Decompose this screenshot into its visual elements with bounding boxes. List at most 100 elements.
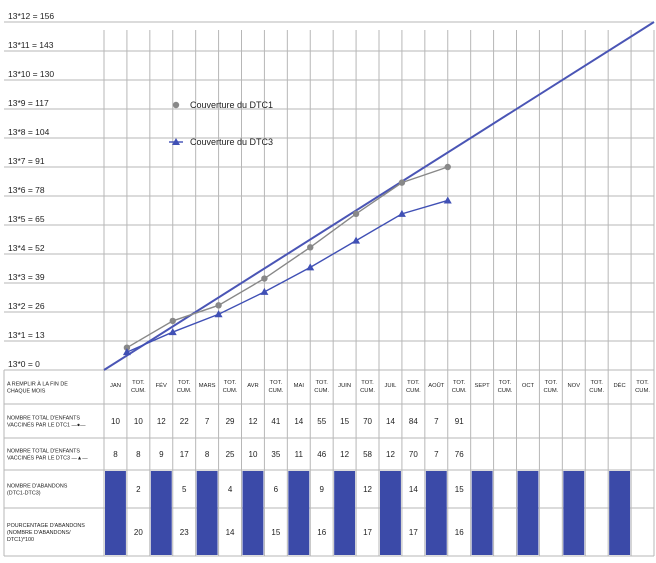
table-cell-dtc1: 14 [386,417,395,426]
month-column-fill [563,471,585,555]
table-cell-abandons: 5 [182,485,187,494]
table-cell-dtc3: 58 [363,450,372,459]
legend-dtc1-label: Couverture du DTC1 [190,100,273,110]
table-cell-dtc3: 46 [317,450,326,459]
dtc3-point [122,348,131,356]
table-cell-dtc1: 41 [271,417,280,426]
table-cell-pourcentage: 16 [455,528,464,537]
legend-dtc3-marker [172,138,180,145]
dtc1-point [444,163,451,171]
column-header: CUM. [314,388,329,394]
column-header: AVR [247,383,259,389]
column-header: CUM. [406,388,421,394]
table-cell-dtc3: 10 [249,450,258,459]
column-header: TOT. [270,380,283,386]
table-cell-abandons: 2 [136,485,141,494]
table-cell-dtc3: 76 [455,450,464,459]
table-cell-abandons: 15 [455,485,464,494]
column-header: CUM. [360,388,375,394]
table-cell-dtc3: 7 [434,450,439,459]
table-cell-dtc1: 7 [205,417,210,426]
column-header: TOT. [453,380,466,386]
table-cell-dtc3: 12 [340,450,349,459]
dtc1-point [215,302,222,309]
dtc3-point [443,196,452,204]
column-header: TOT. [224,380,237,386]
column-header: CUM. [452,388,467,394]
table-cell-dtc3: 35 [271,450,280,459]
column-header: CUM. [223,388,238,394]
table-cell-dtc1: 70 [363,417,372,426]
dtc1-point [123,344,131,351]
table-cell-dtc1: 91 [455,417,464,426]
table-cell-dtc3: 9 [159,450,164,459]
table-cell-dtc1: 15 [340,417,349,426]
column-header: FÉV [156,382,167,389]
column-header: CUM. [268,388,283,394]
y-tick-label: 13*7 = 91 [8,156,45,166]
column-header: TOT. [590,380,603,386]
column-header: JUIL [384,383,397,389]
month-column-fill [288,471,310,555]
column-header: OCT [522,383,535,389]
table-cell-abandons: 14 [409,485,418,494]
table-cell-dtc3: 12 [386,450,395,459]
month-column-fill [609,471,631,555]
y-tick-label: 13*12 = 156 [8,11,54,21]
column-header: AOÛT [428,382,445,389]
column-header: TOT. [315,380,328,386]
month-column-fill [334,471,356,555]
target-line [103,21,655,371]
dtc1-point [307,244,314,251]
table-cell-abandons: 6 [274,485,279,494]
month-column-fill [105,471,126,555]
column-header: MAI [294,383,305,389]
column-header: TOT. [407,380,420,386]
dtc3-point [352,236,361,244]
month-column-fill [196,471,218,555]
table-cell-dtc1: 55 [317,417,326,426]
y-tick-label: 13*5 = 65 [8,214,45,224]
column-header: SEPT [475,383,491,389]
dtc3-point [306,263,315,271]
table-row-label: DTC1)*100 [7,537,34,543]
month-column-fill [242,471,264,555]
column-header: JUIN [338,383,351,389]
table-cell-pourcentage: 17 [409,528,418,537]
month-column-fill [150,471,172,555]
column-header: NOV [568,383,581,389]
table-cell-dtc3: 25 [226,450,235,459]
month-column-fill [425,471,447,555]
series-line-dtc3 [126,199,448,353]
y-tick-label: 13*10 = 130 [8,69,54,79]
table-row-label: CHAQUE MOIS [7,389,46,395]
y-tick-label: 13*4 = 52 [8,243,45,253]
table-row-label: NOMBRE TOTAL D'ENFANTS [7,415,80,421]
table-cell-abandons: 9 [319,485,324,494]
table-cell-dtc1: 14 [294,417,303,426]
dtc1-point [169,317,176,325]
dtc3-point [214,310,223,318]
table-row-label: (DTC1-DTC3) [7,491,41,497]
month-column-fill [380,471,401,555]
legend-dtc1-marker [172,101,180,109]
table-cell-pourcentage: 23 [180,528,189,537]
y-tick-label: 13*11 = 143 [8,40,54,50]
table-row-label: VACCINÉS PAR LE DTC3 —▲— [7,455,88,462]
column-header: TOT. [132,380,145,386]
table-cell-dtc1: 12 [249,417,258,426]
dtc3-point [168,328,177,336]
column-header: TOT. [361,380,374,386]
table-cell-pourcentage: 17 [363,528,372,537]
y-tick-label: 13*0 = 0 [8,359,40,369]
month-column-fill [517,471,539,555]
table-cell-dtc1: 12 [157,417,166,426]
column-header: CUM. [498,388,513,394]
column-header: TOT. [636,380,649,386]
table-row-label: POURCENTAGE D'ABANDONS [7,523,85,529]
dtc1-point [261,275,268,282]
y-tick-label: 13*6 = 78 [8,185,45,195]
table-cell-dtc3: 70 [409,450,418,459]
